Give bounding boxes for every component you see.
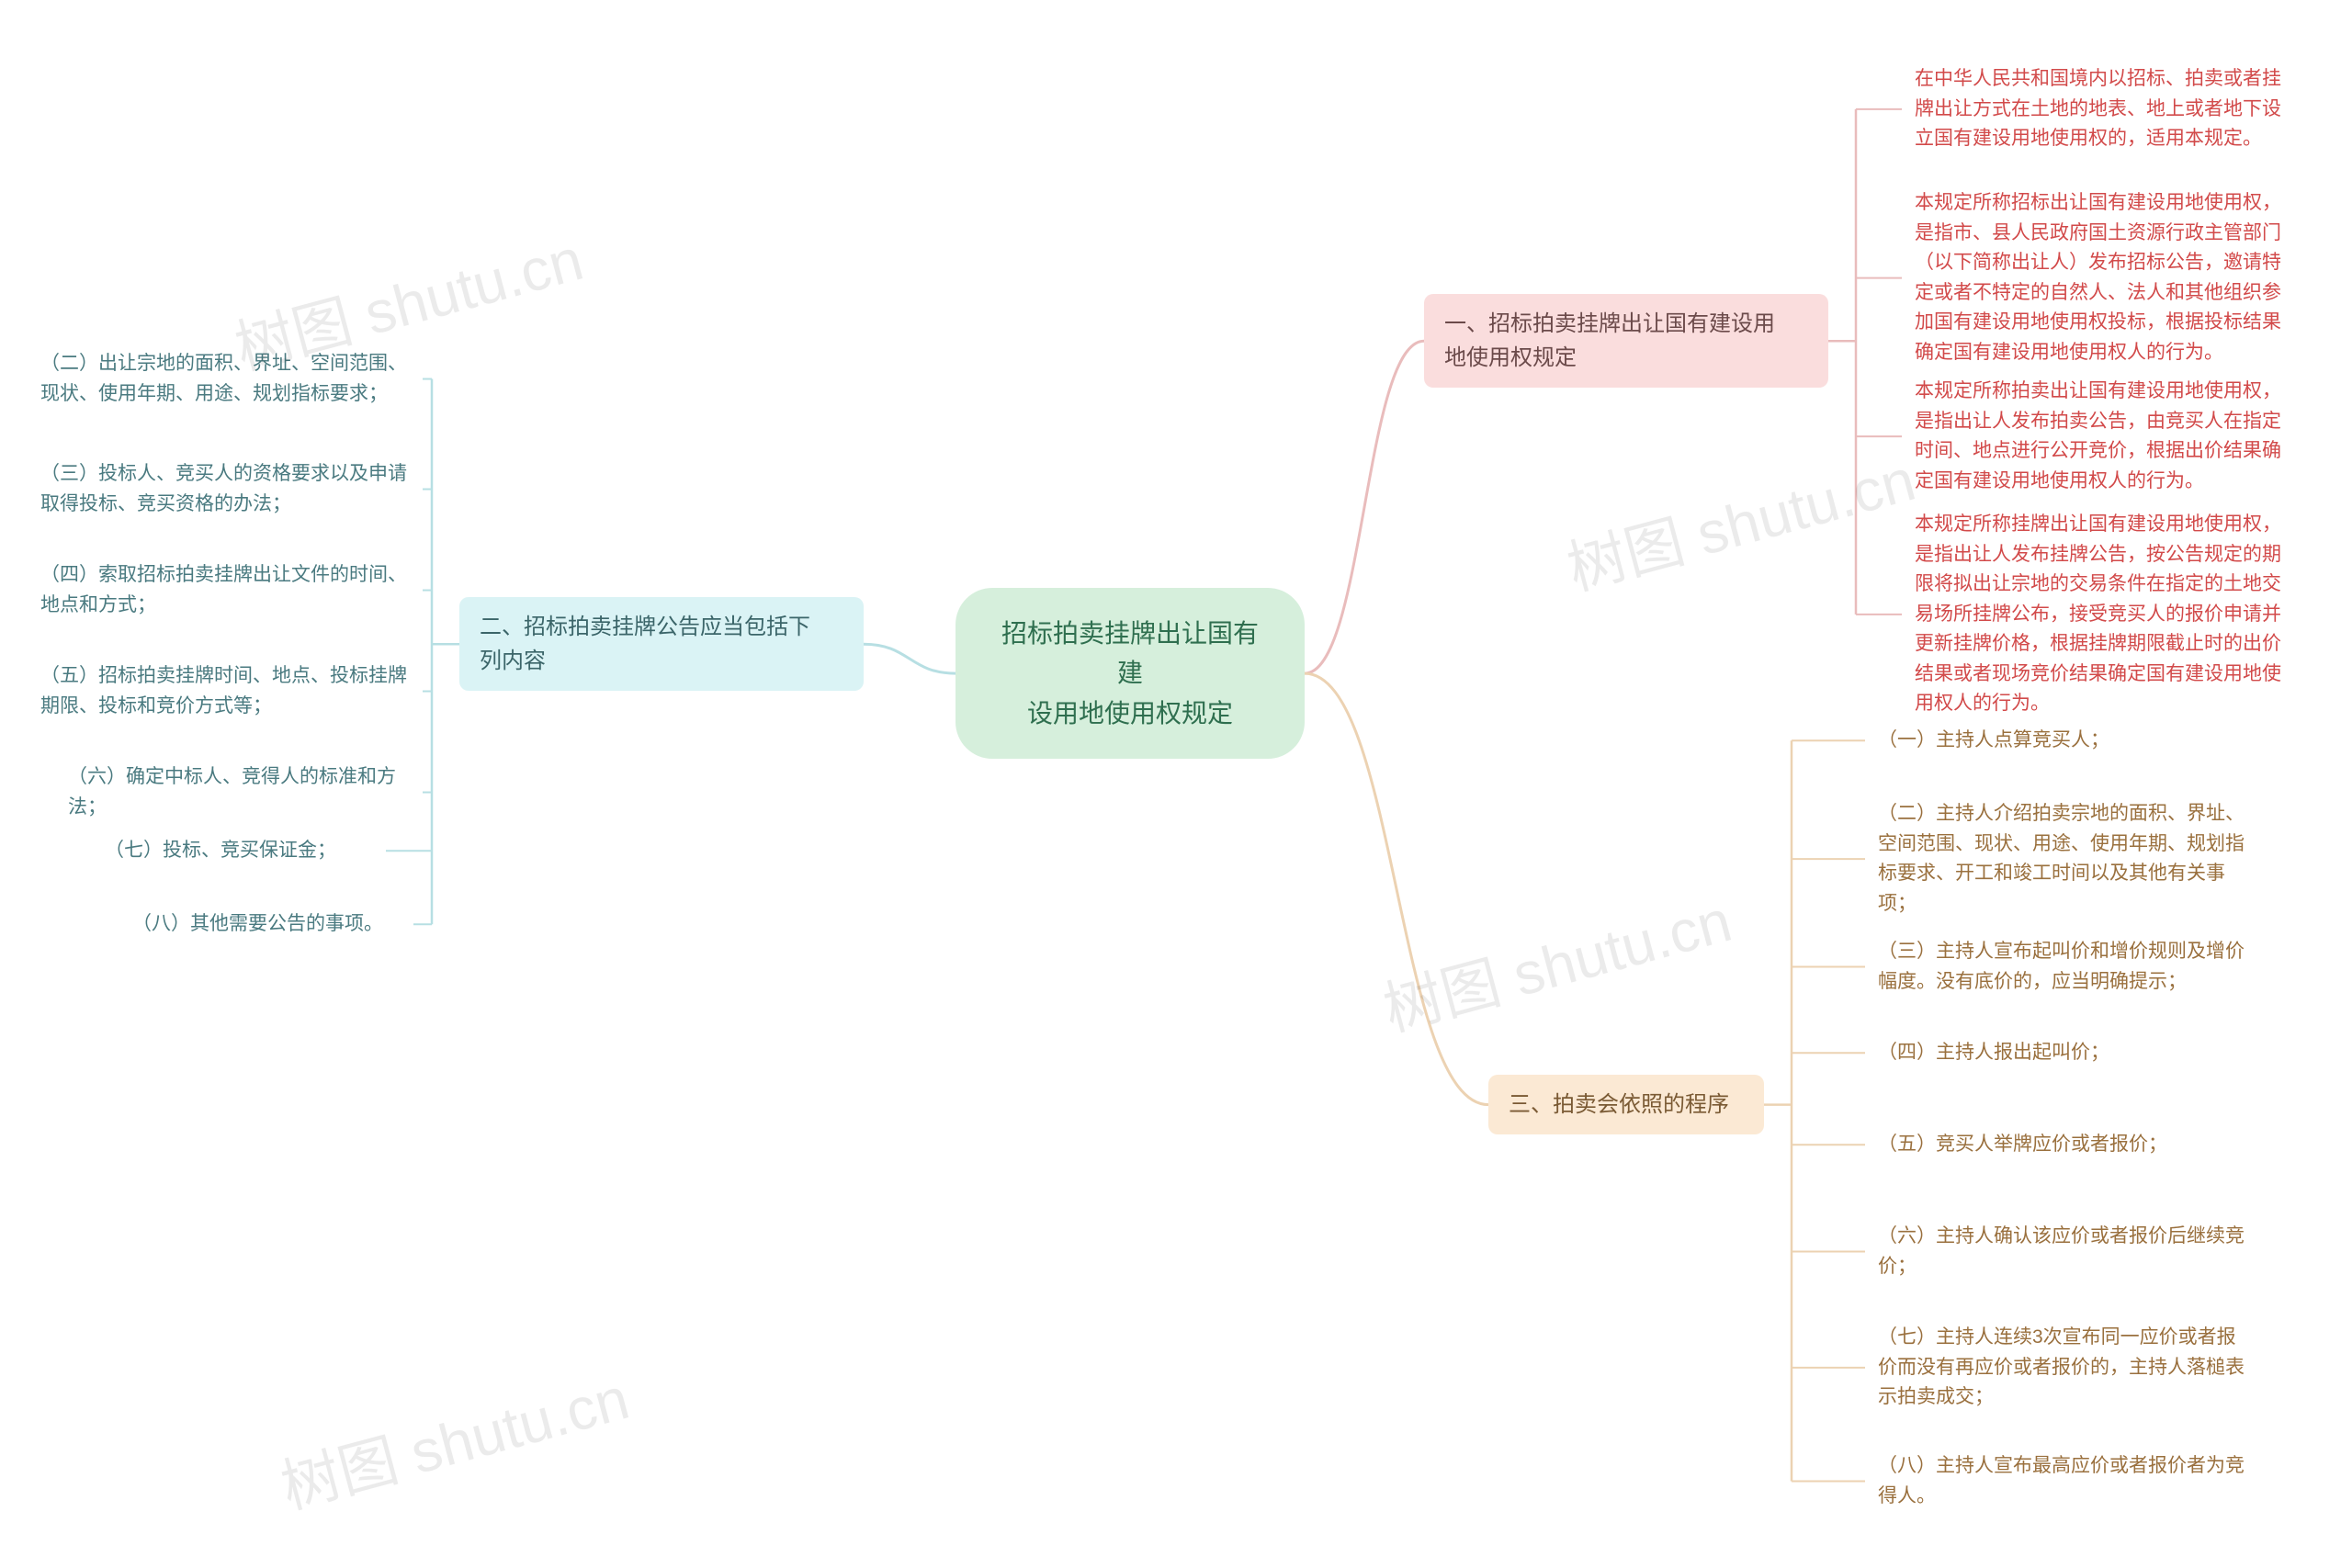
leaf-node: （八）其他需要公告的事项。 bbox=[119, 900, 413, 949]
leaf-node: 本规定所称挂牌出让国有建设用地使用权，是指出让人发布挂牌公告，按公告规定的期限将… bbox=[1902, 501, 2297, 728]
leaf-node: 在中华人民共和国境内以招标、拍卖或者挂牌出让方式在土地的地表、地上或者地下设立国… bbox=[1902, 55, 2297, 164]
leaf-node: （五）招标拍卖挂牌时间、地点、投标挂牌期限、投标和竞价方式等； bbox=[28, 652, 423, 730]
root-line2: 设用地使用权规定 bbox=[992, 694, 1268, 733]
branch-label: 三、拍卖会依照的程序 bbox=[1509, 1088, 1744, 1122]
leaf-node: （六）确定中标人、竞得人的标准和方法； bbox=[55, 753, 423, 831]
watermark: 树图 shutu.cn bbox=[271, 1351, 637, 1525]
watermark: 树图 shutu.cn bbox=[1557, 433, 1923, 606]
leaf-node: （一）主持人点算竞买人； bbox=[1865, 716, 2260, 765]
leaf-node: （六）主持人确认该应价或者报价后继续竞价； bbox=[1865, 1213, 2260, 1291]
leaf-node: 本规定所称招标出让国有建设用地使用权，是指市、县人民政府国土资源行政主管部门（以… bbox=[1902, 179, 2297, 377]
leaf-node: （三）主持人宣布起叫价和增价规则及增价幅度。没有底价的，应当明确提示； bbox=[1865, 928, 2260, 1006]
branch-node-b2: 二、招标拍卖挂牌公告应当包括下列内容 bbox=[459, 597, 864, 691]
leaf-node: （二）主持人介绍拍卖宗地的面积、界址、空间范围、现状、用途、使用年期、规划指标要… bbox=[1865, 790, 2260, 928]
branch-label: 地使用权规定 bbox=[1444, 341, 1808, 375]
branch-label: 二、招标拍卖挂牌公告应当包括下 bbox=[480, 610, 843, 644]
branch-label: 一、招标拍卖挂牌出让国有建设用 bbox=[1444, 307, 1808, 341]
leaf-node: （四）主持人报出起叫价； bbox=[1865, 1029, 2260, 1077]
leaf-node: （四）索取招标拍卖挂牌出让文件的时间、地点和方式； bbox=[28, 551, 423, 629]
leaf-node: （三）投标人、竞买人的资格要求以及申请取得投标、竞买资格的办法； bbox=[28, 450, 423, 528]
branch-label: 列内容 bbox=[480, 644, 843, 678]
leaf-node: （五）竞买人举牌应价或者报价； bbox=[1865, 1121, 2260, 1169]
leaf-node: （七）主持人连续3次宣布同一应价或者报价而没有再应价或者报价的，主持人落槌表示拍… bbox=[1865, 1314, 2260, 1422]
branch-node-b3: 三、拍卖会依照的程序 bbox=[1488, 1075, 1764, 1134]
leaf-node: （八）主持人宣布最高应价或者报价者为竞得人。 bbox=[1865, 1442, 2260, 1520]
leaf-node: （二）出让宗地的面积、界址、空间范围、现状、使用年期、用途、规划指标要求； bbox=[28, 340, 423, 418]
root-node: 招标拍卖挂牌出让国有建 设用地使用权规定 bbox=[956, 588, 1305, 759]
leaf-node: （七）投标、竞买保证金； bbox=[92, 827, 386, 875]
leaf-node: 本规定所称拍卖出让国有建设用地使用权，是指出让人发布拍卖公告，由竞买人在指定时间… bbox=[1902, 367, 2297, 505]
branch-node-b1: 一、招标拍卖挂牌出让国有建设用地使用权规定 bbox=[1424, 294, 1828, 388]
watermark: 树图 shutu.cn bbox=[1374, 874, 1739, 1047]
root-line1: 招标拍卖挂牌出让国有建 bbox=[992, 614, 1268, 694]
